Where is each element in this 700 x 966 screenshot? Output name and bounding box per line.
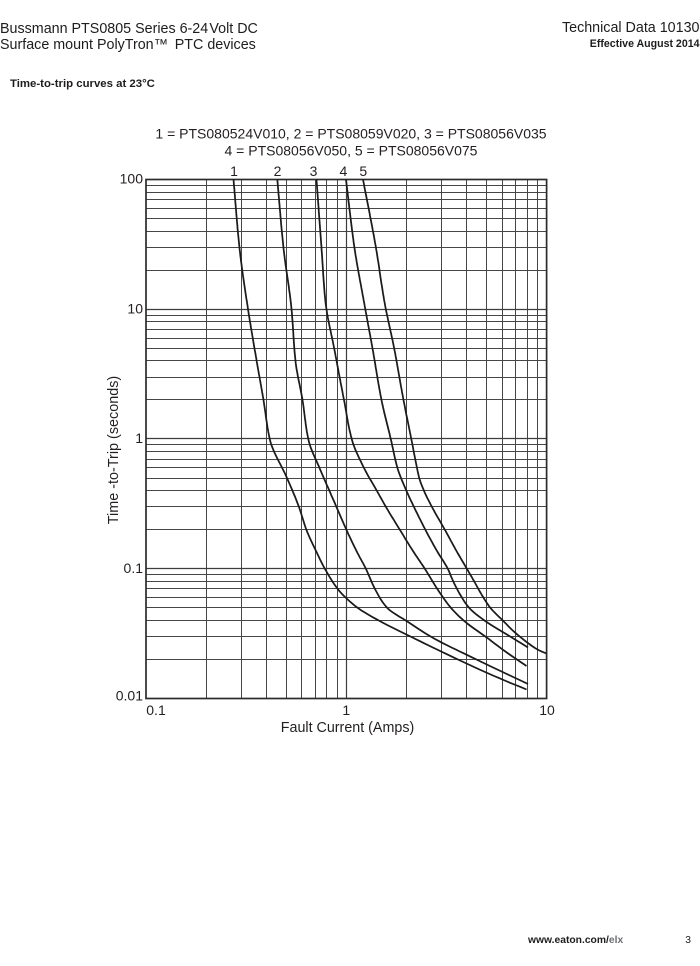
svg-text:5: 5 bbox=[359, 163, 367, 179]
svg-text:4 = PTS08056V050, 5 = PTS08056: 4 = PTS08056V050, 5 = PTS08056V075 bbox=[225, 143, 478, 159]
svg-text:1: 1 bbox=[230, 163, 238, 179]
svg-text:10: 10 bbox=[539, 702, 555, 718]
svg-text:2: 2 bbox=[274, 163, 282, 179]
svg-text:3: 3 bbox=[310, 163, 318, 179]
svg-text:1: 1 bbox=[342, 702, 350, 718]
svg-text:4: 4 bbox=[340, 163, 348, 179]
svg-text:100: 100 bbox=[120, 171, 144, 187]
svg-text:1 = PTS080524V010, 2 = PTS0805: 1 = PTS080524V010, 2 = PTS08059V020, 3 =… bbox=[155, 125, 546, 141]
svg-text:1: 1 bbox=[135, 430, 143, 446]
svg-text:10: 10 bbox=[127, 300, 143, 316]
svg-text:0.1: 0.1 bbox=[146, 702, 166, 718]
svg-text:0.01: 0.01 bbox=[116, 688, 143, 704]
svg-text:0.1: 0.1 bbox=[124, 560, 144, 576]
svg-text:Time -to-Trip (seconds): Time -to-Trip (seconds) bbox=[106, 376, 122, 524]
svg-text:Fault Current (Amps): Fault Current (Amps) bbox=[281, 720, 414, 736]
